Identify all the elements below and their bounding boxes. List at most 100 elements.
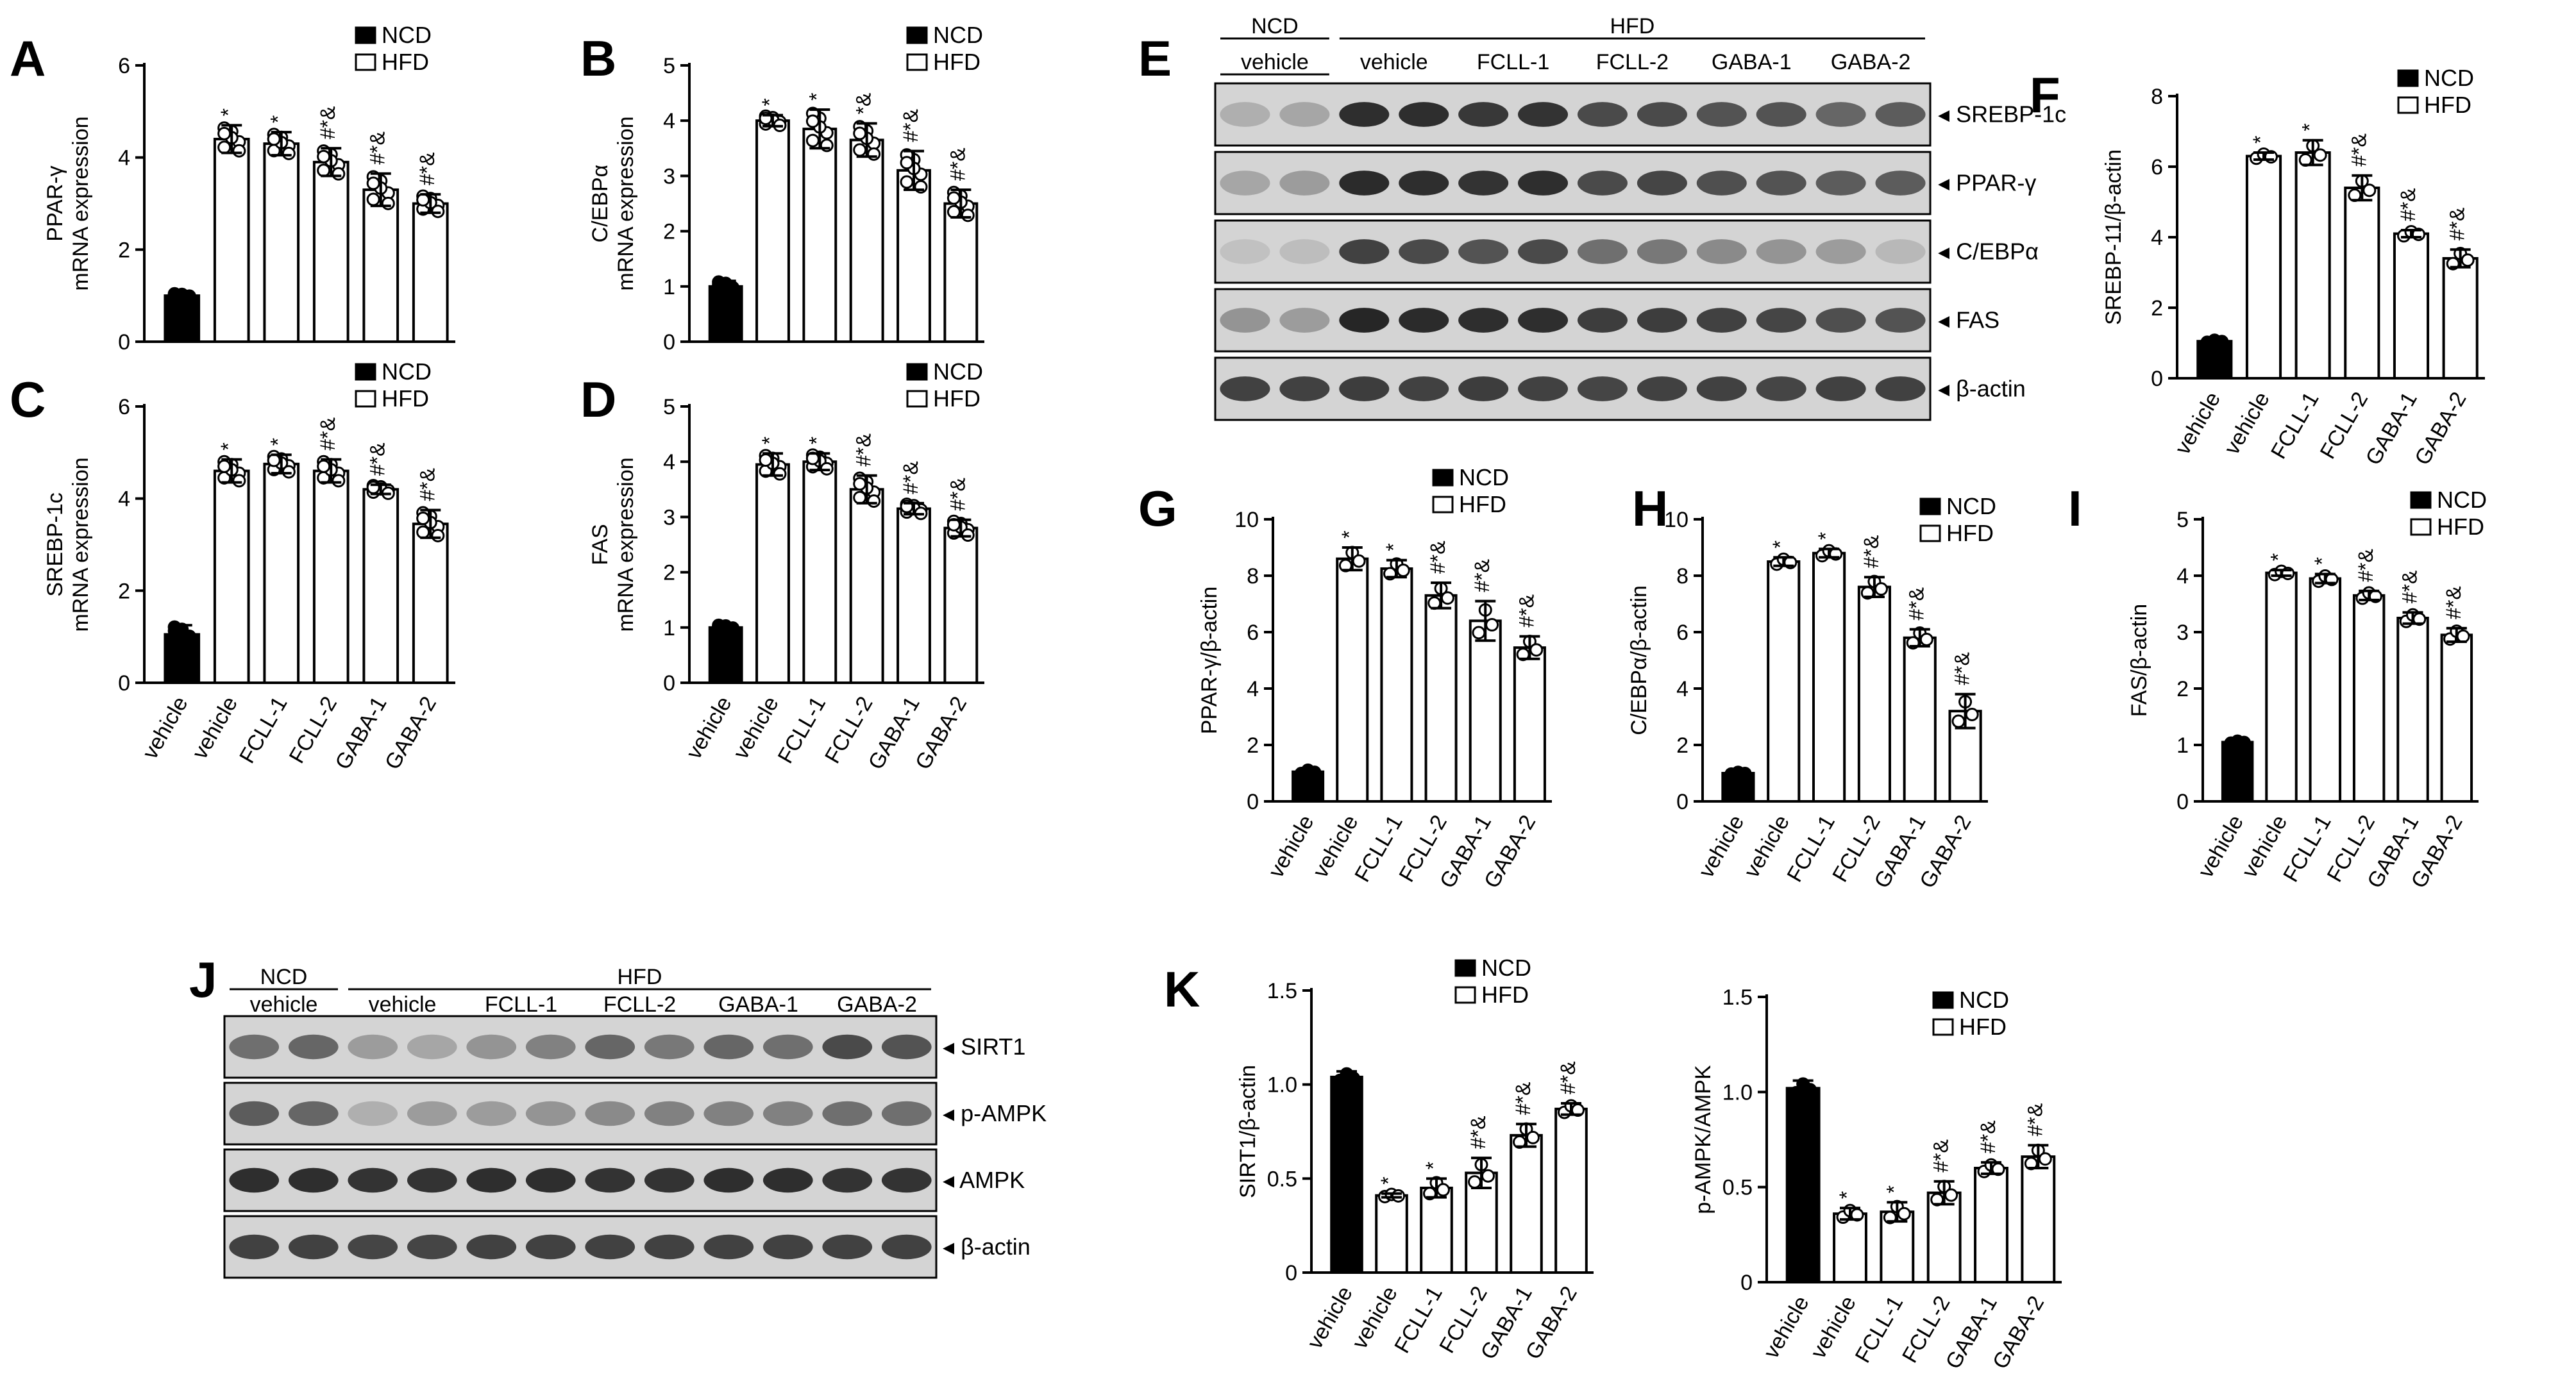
blot-band (585, 1034, 636, 1060)
legend-swatch-ncd (2410, 491, 2432, 509)
legend-label-hfd: HFD (1959, 1014, 2007, 1040)
panel-letter: D (580, 371, 616, 428)
bar (897, 507, 931, 684)
significance-mark: * (758, 437, 781, 444)
blot-band (1815, 171, 1866, 196)
data-point (867, 494, 881, 508)
legend-label-hfd: HFD (933, 49, 981, 75)
bar (802, 460, 838, 684)
y-tick-label: 8 (2151, 85, 2163, 109)
blot-lane-label: GABA-1 (718, 992, 798, 1017)
data-point (1481, 1169, 1495, 1183)
significance-mark: * (217, 108, 240, 116)
blot-band (822, 1101, 873, 1126)
blot-strip (1214, 219, 1932, 284)
data-point (1391, 1189, 1405, 1203)
blot-band (1875, 239, 1926, 264)
blot-band (1815, 308, 1866, 333)
data-point (2456, 630, 2470, 644)
y-tick-label: 0 (1247, 790, 1259, 814)
legend-label-ncd: NCD (2437, 487, 2487, 513)
y-axis-label: PPAR-γ (43, 165, 67, 241)
y-tick-label: 0 (2176, 790, 2189, 814)
bar (1513, 646, 1546, 803)
y-tick-label: 0.5 (1267, 1167, 1297, 1191)
significance-mark: #*& (1470, 559, 1494, 592)
y-axis-label: SREBP-1c (43, 492, 67, 597)
bar (1812, 551, 1846, 803)
legend-label-ncd: NCD (1481, 955, 1531, 981)
bar (1903, 636, 1937, 803)
blot-band (1756, 239, 1806, 264)
y-tick-label: 2 (2151, 296, 2163, 321)
blot-strip (223, 1082, 938, 1146)
blot-band (407, 1167, 457, 1193)
y-tick-label: 5 (663, 395, 675, 419)
y-tick-label: 2 (1676, 733, 1688, 758)
blot-lane-label: GABA-2 (1831, 50, 1911, 74)
bar (2309, 577, 2342, 803)
bar (412, 522, 449, 684)
y-tick-label: 0 (1285, 1261, 1297, 1285)
blot-band (585, 1167, 636, 1193)
significance-mark: * (267, 438, 290, 446)
legend-swatch-ncd (355, 26, 376, 44)
bar (2245, 155, 2282, 380)
legend-swatch-hfd (355, 390, 376, 408)
data-point (900, 175, 914, 189)
blot-band (1458, 308, 1509, 333)
bar (1330, 1075, 1363, 1275)
chart-panel-h: H0246810C/EBPα/β-actinvehicle*vehicle*FC… (1627, 480, 1996, 892)
blot-band (525, 1101, 576, 1126)
blot-strip (1214, 288, 1932, 353)
bar (2344, 187, 2380, 380)
blot-band (1815, 102, 1866, 127)
panel-letter: B (580, 30, 616, 87)
blot-band (1279, 239, 1330, 264)
chart-panel-a: A 0 2 4 6 PPAR-γ mRNA expression * * #*& #*& #*& NCD… (10, 22, 455, 355)
significance-mark: #*& (899, 461, 922, 494)
blot-band (1875, 102, 1926, 127)
significance-mark: * (1882, 1185, 1905, 1193)
significance-mark: #*& (2398, 571, 2421, 604)
significance-mark: #*& (316, 417, 339, 451)
blot-band (1756, 308, 1806, 333)
y-tick-label: 8 (1676, 564, 1688, 589)
blot-band (407, 1234, 457, 1260)
bar (1767, 560, 1801, 803)
legend-swatch-hfd (1432, 496, 1454, 514)
blot-band (1518, 102, 1569, 127)
data-point (805, 133, 820, 147)
bar (312, 160, 349, 343)
bar (213, 137, 250, 344)
blot-band (348, 1034, 398, 1060)
blot-band (1518, 171, 1569, 196)
data-point (317, 459, 331, 473)
y-tick-label: 0 (118, 671, 130, 696)
blot-band (1577, 239, 1628, 264)
blot-band (1220, 171, 1270, 196)
significance-mark: * (1814, 532, 1837, 540)
bar (849, 488, 884, 684)
bar (263, 462, 300, 685)
legend-swatch-hfd (355, 53, 376, 71)
x-tick-label: FCLL-1 (2266, 388, 2324, 463)
y-tick-label: 6 (118, 54, 130, 78)
blot-band (288, 1034, 339, 1060)
legend-swatch-hfd (906, 53, 928, 71)
blot-band (1220, 308, 1270, 333)
blot-band (881, 1234, 932, 1260)
blot-band (703, 1234, 754, 1260)
blot-band (525, 1234, 576, 1260)
bar (1420, 1187, 1453, 1274)
data-point (366, 176, 380, 190)
legend-swatch-ncd (1432, 469, 1454, 487)
y-tick-label: 10 (1664, 508, 1688, 532)
blot-band (1339, 102, 1390, 127)
y-tick-label: 8 (1247, 564, 1259, 589)
blot-band (525, 1034, 576, 1060)
y-tick-label: 0 (663, 330, 675, 355)
